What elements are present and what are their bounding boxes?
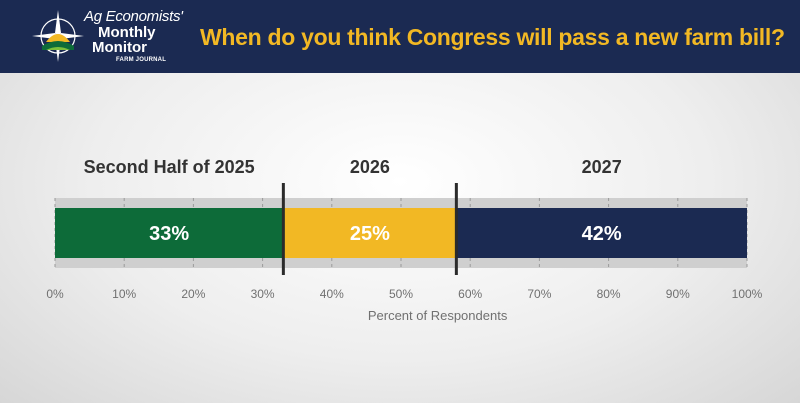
tick-label: 0% [46, 287, 64, 301]
category-label: 2027 [582, 157, 622, 177]
logo: Ag Economists' Monthly Monitor FARM JOUR… [24, 6, 184, 68]
compass-sun-icon [32, 10, 84, 62]
logo-text-line4: FARM JOURNAL [116, 57, 167, 63]
logo-text-line3: Monitor [92, 39, 147, 56]
data-label: 25% [350, 223, 390, 245]
tick-label: 40% [320, 287, 344, 301]
bar-segment [283, 208, 457, 258]
category-label: 2026 [350, 157, 390, 177]
tick-label: 90% [666, 287, 690, 301]
chart-title: When do you think Congress will pass a n… [200, 24, 785, 50]
header-banner: Ag Economists' Monthly Monitor FARM JOUR… [0, 0, 800, 73]
logo-text-line1: Ag Economists' [84, 8, 183, 25]
tick-label: 50% [389, 287, 413, 301]
category-label: Second Half of 2025 [84, 157, 255, 177]
tick-label: 10% [112, 287, 136, 301]
x-axis-label: Percent of Respondents [368, 308, 508, 323]
bar-segment [456, 208, 747, 258]
tick-label: 70% [527, 287, 551, 301]
data-label: 42% [582, 223, 622, 245]
bar-segment [55, 208, 284, 258]
logo-text-line2: Monthly [98, 24, 156, 41]
stacked-bar-chart: 0% 10% 20% 30% 40% 50% 60% 70% 80% 90% 100% 33% Seco… [46, 157, 763, 323]
tick-label: 20% [181, 287, 205, 301]
tick-label: 30% [251, 287, 275, 301]
tick-label: 60% [458, 287, 482, 301]
tick-label: 100% [732, 287, 763, 301]
tick-label: 80% [597, 287, 621, 301]
data-label: 33% [149, 223, 189, 245]
